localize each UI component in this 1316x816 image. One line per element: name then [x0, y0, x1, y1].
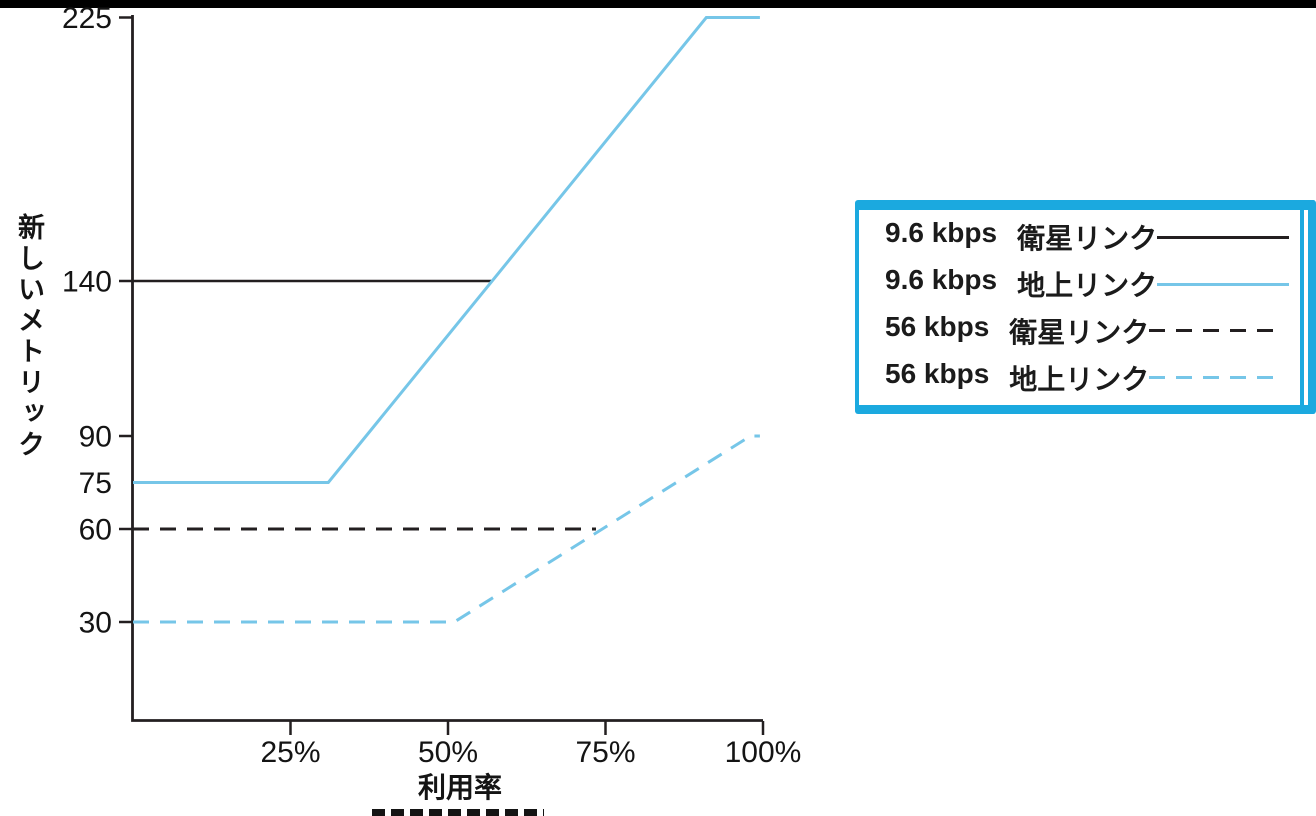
series-line [133, 16, 760, 484]
line-chart: 225 140 90 75 60 30 25% 50% 75% 100% [62, 2, 802, 769]
legend-line-swatch [1157, 282, 1290, 286]
legend-line-swatch [1157, 235, 1290, 239]
x-axis-title: 利用率 [417, 772, 502, 803]
y-tick-label: 30 [79, 607, 112, 640]
y-axis-title: 新しいメトリック [14, 213, 44, 461]
x-tick-label: 75% [575, 736, 635, 769]
legend-link-text: 地上リンク [1017, 270, 1158, 302]
legend-rate-text: 56 kbps [885, 310, 990, 342]
legend-rate-text: 56 kbps [885, 357, 990, 389]
x-tick-label: 100% [725, 736, 802, 769]
legend-entry-label: 9.6 kbps 衛星リンク [885, 217, 1157, 257]
x-tick-label: 50% [418, 736, 478, 769]
legend-entry: 56 kbps 衛星リンク [859, 311, 1300, 351]
legend-link-text: 衛星リンク [1017, 223, 1158, 255]
legend-entry: 9.6 kbps 衛星リンク [859, 217, 1300, 257]
top-black-bar [0, 0, 1316, 8]
y-tick-label: 140 [62, 266, 112, 299]
legend-rate-text: 9.6 kbps [885, 217, 998, 249]
series-line [133, 434, 760, 624]
legend-entry-label: 9.6 kbps 地上リンク [885, 264, 1157, 304]
legend-line-swatch [1149, 329, 1282, 333]
legend-line-swatch [1149, 376, 1282, 380]
legend-link-text: 地上リンク [1009, 363, 1150, 395]
legend-rate-text: 9.6 kbps [885, 264, 998, 296]
legend-box: 9.6 kbps 衛星リンク 9.6 kbps 地上リンク 56 kbps 衛星リンク 56… [855, 210, 1304, 405]
legend-entry-label: 56 kbps 衛星リンク [885, 311, 1149, 351]
y-tick-label: 225 [62, 2, 112, 35]
legend-entry-label: 56 kbps 地上リンク [885, 358, 1149, 398]
clipped-caption-fragment [372, 809, 544, 816]
x-tick-label: 25% [260, 736, 320, 769]
legend: 9.6 kbps 衛星リンク 9.6 kbps 地上リンク 56 kbps 衛星リンク 56… [855, 200, 1316, 414]
legend-entry: 56 kbps 地上リンク [859, 358, 1300, 398]
y-tick-label: 90 [79, 421, 112, 454]
y-tick-label: 60 [79, 514, 112, 547]
y-tick-label: 75 [79, 467, 112, 500]
legend-entry: 9.6 kbps 地上リンク [859, 264, 1300, 304]
legend-link-text: 衛星リンク [1009, 316, 1150, 348]
axes [131, 15, 763, 722]
